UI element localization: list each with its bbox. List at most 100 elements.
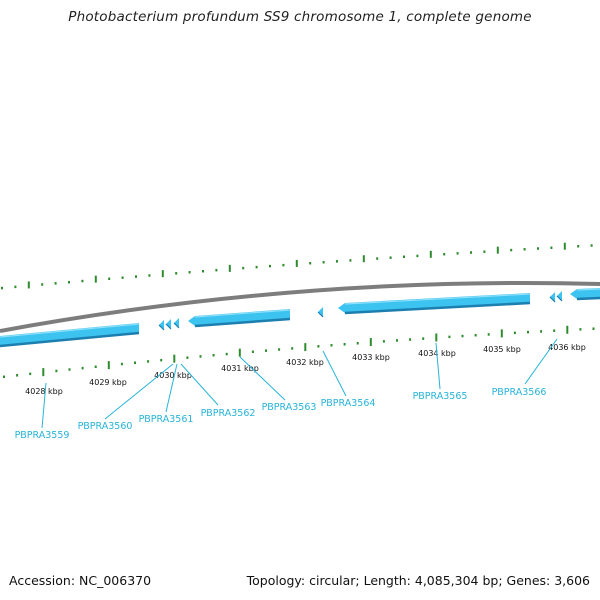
upper-minor-tick: [590, 244, 593, 247]
lower-minor-tick: [186, 356, 189, 359]
upper-minor-tick: [242, 266, 245, 270]
lower-tick-track: [3, 325, 595, 379]
lower-major-tick: [566, 325, 569, 334]
upper-minor-tick: [309, 261, 312, 265]
upper-minor-tick: [175, 272, 178, 275]
upper-minor-tick: [68, 280, 70, 284]
lower-minor-tick: [448, 335, 451, 339]
tick-label: 4033 kbp: [352, 353, 390, 362]
gene-arrow[interactable]: [338, 293, 531, 315]
gene-label[interactable]: PBPRA3562: [201, 408, 256, 419]
upper-minor-tick: [349, 259, 352, 262]
upper-minor-tick: [403, 255, 405, 259]
upper-minor-tick: [202, 269, 204, 273]
upper-minor-tick: [255, 265, 258, 269]
gene-label[interactable]: PBPRA3566: [492, 387, 547, 398]
lower-minor-tick: [317, 345, 320, 348]
lower-minor-tick: [120, 362, 123, 366]
gene-leader-line: [165, 363, 178, 413]
gene-label[interactable]: PBPRA3565: [413, 391, 468, 402]
gene-arrow[interactable]: [570, 288, 600, 301]
lower-minor-tick: [474, 333, 477, 337]
gene-label[interactable]: PBPRA3559: [15, 430, 70, 441]
upper-minor-tick: [537, 247, 539, 250]
lower-minor-tick: [55, 369, 58, 373]
upper-minor-tick: [108, 277, 111, 281]
tick-label: 4035 kbp: [483, 345, 521, 354]
gene-arrow[interactable]: [173, 318, 180, 329]
lower-minor-tick: [461, 334, 464, 338]
lower-minor-tick: [94, 365, 97, 369]
lower-major-tick: [173, 354, 176, 363]
tick-label: 4031 kbp: [221, 364, 259, 373]
lower-major-tick: [435, 333, 438, 342]
gene-label[interactable]: PBPRA3560: [78, 421, 133, 432]
lower-minor-tick: [16, 374, 19, 377]
lower-minor-tick: [527, 330, 529, 334]
gene-leader-line: [41, 382, 47, 429]
upper-major-tick: [161, 270, 164, 278]
upper-major-tick: [362, 255, 365, 263]
lower-minor-tick: [251, 350, 254, 353]
lower-minor-tick: [225, 352, 228, 356]
gene-label[interactable]: PBPRA3564: [321, 398, 376, 409]
gene-leader-line: [239, 356, 286, 401]
gene-arrow[interactable]: [165, 319, 172, 330]
upper-major-tick: [295, 259, 298, 267]
lower-major-tick: [369, 338, 372, 347]
gene-arrow[interactable]: [0, 323, 140, 348]
gene-label[interactable]: PBPRA3561: [139, 414, 194, 425]
upper-minor-tick: [148, 274, 151, 277]
upper-minor-tick: [577, 244, 580, 248]
lower-minor-tick: [199, 355, 202, 358]
upper-minor-tick: [188, 271, 191, 274]
upper-minor-tick: [322, 261, 325, 264]
lower-minor-tick: [513, 331, 516, 335]
tick-label: 4032 kbp: [286, 358, 324, 367]
lower-major-tick: [500, 329, 503, 338]
lower-minor-tick: [265, 349, 267, 352]
upper-major-tick: [429, 250, 432, 258]
lower-minor-tick: [396, 339, 398, 342]
gene-arrow[interactable]: [317, 307, 324, 318]
upper-minor-tick: [269, 264, 271, 268]
gene-label[interactable]: PBPRA3563: [262, 402, 317, 413]
gene-track: [0, 288, 600, 348]
upper-minor-tick: [510, 248, 513, 252]
gene-arrow[interactable]: [556, 291, 563, 302]
genome-summary-text: Topology: circular; Length: 4,085,304 bp…: [246, 573, 590, 588]
gene-labels: PBPRA3559 PBPRA3560 PBPRA3561 PBPRA3562 PBPR…: [15, 338, 558, 441]
lower-minor-tick: [134, 361, 136, 364]
upper-minor-tick: [1, 286, 3, 290]
gene-arrow[interactable]: [158, 320, 165, 331]
upper-minor-tick: [215, 268, 218, 272]
lower-minor-tick: [3, 375, 5, 379]
lower-minor-tick: [356, 342, 359, 345]
lower-major-tick: [304, 343, 307, 352]
upper-minor-tick: [456, 252, 459, 255]
upper-minor-tick: [135, 275, 137, 278]
gene-leader-line: [435, 342, 441, 390]
gene-arrow[interactable]: [188, 309, 291, 328]
upper-minor-tick: [416, 254, 419, 258]
upper-minor-tick: [54, 282, 57, 285]
lower-minor-tick: [409, 338, 412, 341]
upper-minor-tick: [376, 257, 379, 260]
lower-minor-tick: [592, 327, 595, 330]
lower-minor-tick: [160, 358, 163, 362]
map-title: Photobacterium profundum SS9 chromosome …: [68, 9, 532, 25]
lower-minor-tick: [343, 343, 346, 346]
upper-major-tick: [94, 275, 97, 283]
accession-text: Accession: NC_006370: [9, 573, 152, 588]
upper-minor-tick: [550, 246, 553, 249]
gene-arrow[interactable]: [549, 292, 556, 303]
upper-minor-tick: [483, 250, 486, 253]
upper-major-tick: [228, 264, 231, 272]
gene-leader-line: [524, 338, 558, 385]
lower-minor-tick: [212, 353, 215, 357]
upper-minor-tick: [389, 256, 392, 259]
upper-major-tick: [496, 246, 499, 254]
lower-minor-tick: [29, 372, 32, 376]
lower-minor-tick: [540, 330, 543, 333]
